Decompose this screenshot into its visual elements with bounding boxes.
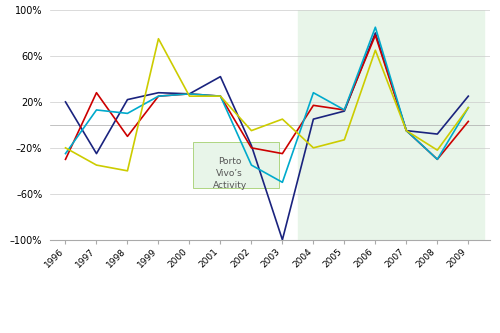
Bar — [298, 10, 484, 240]
FancyBboxPatch shape — [192, 142, 280, 188]
Text: Porto
Vivo’s
Activity: Porto Vivo’s Activity — [212, 157, 247, 189]
